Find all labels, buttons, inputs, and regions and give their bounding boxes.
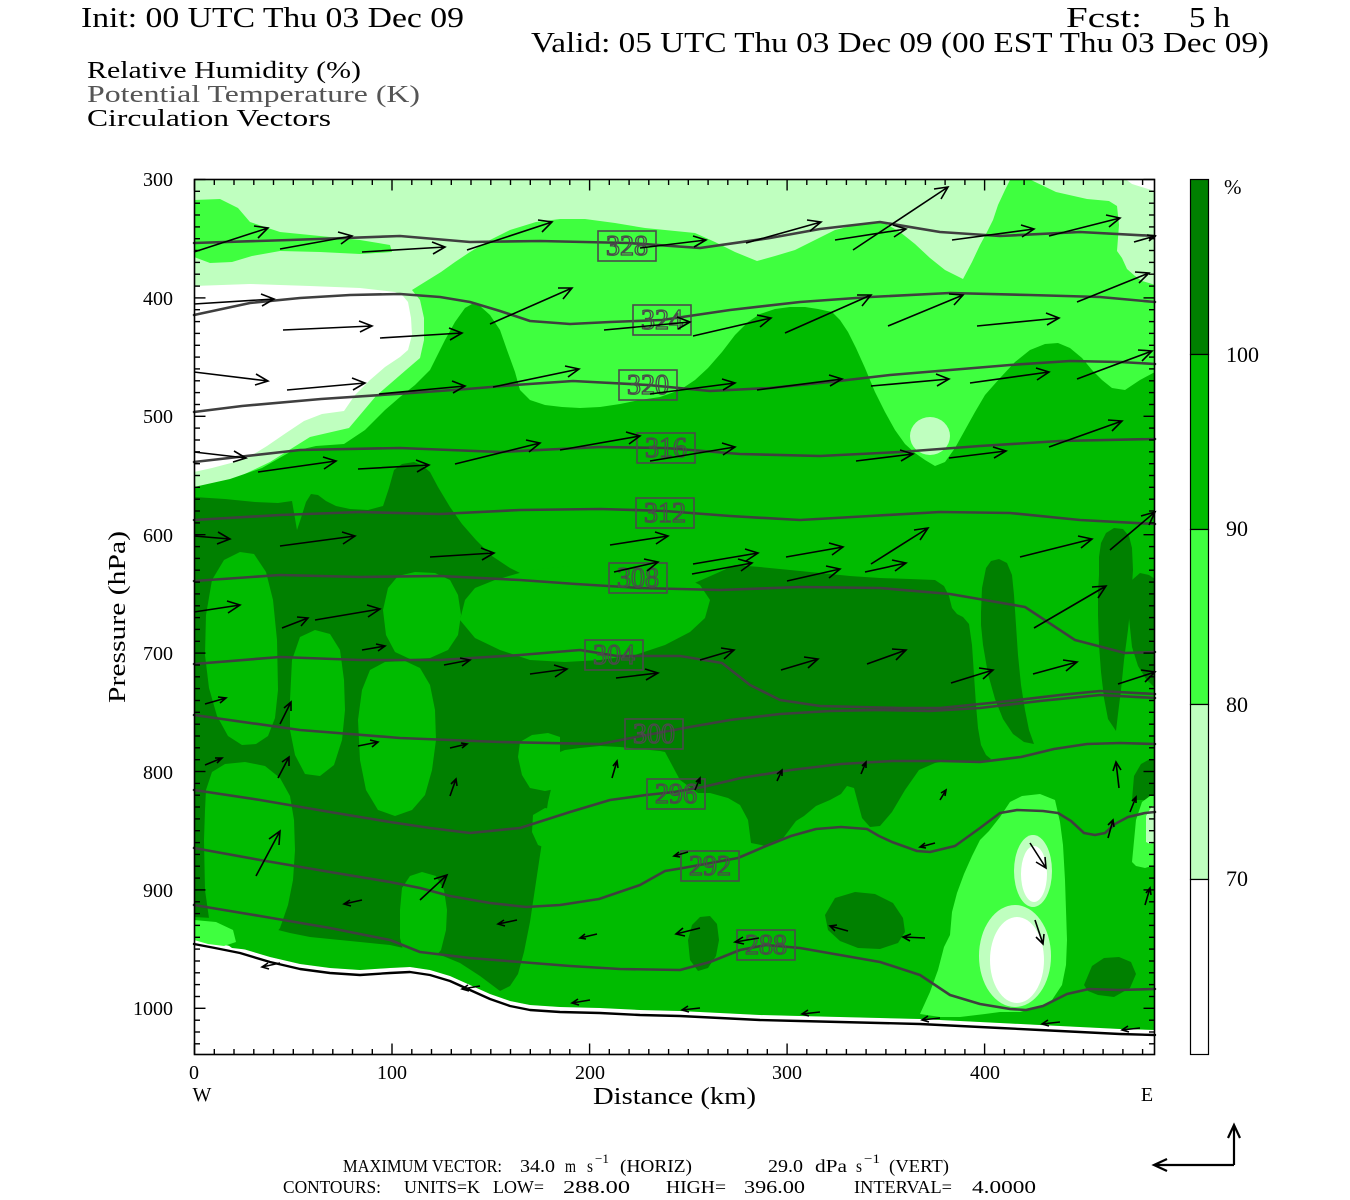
svg-text:288.00: 288.00: [563, 1177, 630, 1197]
svg-text:100: 100: [1226, 342, 1259, 367]
svg-text:E: E: [1141, 1084, 1153, 1106]
svg-text:800: 800: [143, 762, 173, 784]
svg-text:−1: −1: [595, 1151, 609, 1166]
svg-text:400: 400: [970, 1062, 1000, 1084]
svg-text:29.0: 29.0: [768, 1156, 803, 1176]
svg-text:34.0: 34.0: [520, 1156, 555, 1176]
svg-text:HIGH=: HIGH=: [666, 1177, 726, 1197]
svg-text:700: 700: [143, 643, 173, 665]
svg-text:UNITS=K: UNITS=K: [404, 1177, 480, 1197]
svg-text:900: 900: [143, 880, 173, 902]
svg-text:316: 316: [645, 433, 687, 464]
svg-text:328: 328: [606, 231, 648, 262]
svg-text:Potential Temperature (K): Potential Temperature (K): [87, 82, 420, 108]
svg-text:INTERVAL=: INTERVAL=: [854, 1177, 952, 1197]
svg-text:LOW=: LOW=: [493, 1177, 544, 1197]
svg-text:%: %: [1224, 175, 1242, 199]
svg-text:308: 308: [617, 563, 659, 594]
svg-text:W: W: [193, 1084, 212, 1106]
svg-text:312: 312: [644, 498, 686, 529]
svg-text:400: 400: [143, 288, 173, 310]
svg-text:304: 304: [593, 640, 635, 671]
svg-text:Relative Humidity (%): Relative Humidity (%): [87, 58, 361, 84]
svg-text:(VERT): (VERT): [889, 1156, 949, 1177]
svg-text:Valid: 05 UTC Thu 03 Dec 09 (0: Valid: 05 UTC Thu 03 Dec 09 (00 EST Thu …: [531, 28, 1269, 59]
svg-text:1000: 1000: [133, 998, 173, 1020]
svg-text:Distance (km): Distance (km): [593, 1084, 756, 1110]
svg-text:90: 90: [1226, 516, 1248, 541]
svg-text:Circulation Vectors: Circulation Vectors: [87, 106, 331, 132]
svg-text:296: 296: [655, 779, 697, 810]
svg-text:300: 300: [633, 719, 675, 750]
svg-text:200: 200: [575, 1062, 605, 1084]
svg-text:4.0000: 4.0000: [972, 1177, 1036, 1197]
svg-text:s: s: [856, 1156, 862, 1176]
svg-text:300: 300: [772, 1062, 802, 1084]
svg-text:dPa: dPa: [815, 1156, 847, 1176]
svg-text:m: m: [565, 1156, 576, 1176]
svg-text:s: s: [587, 1156, 593, 1176]
svg-text:MAXIMUM VECTOR:: MAXIMUM VECTOR:: [343, 1156, 502, 1176]
svg-text:300: 300: [143, 169, 173, 191]
svg-text:100: 100: [377, 1062, 407, 1084]
svg-text:600: 600: [143, 525, 173, 547]
svg-text:Fcst:: Fcst:: [1066, 3, 1142, 34]
svg-text:500: 500: [143, 406, 173, 428]
svg-text:324: 324: [641, 305, 683, 336]
svg-text:80: 80: [1226, 692, 1248, 717]
svg-text:70: 70: [1226, 866, 1248, 891]
svg-text:(HORIZ): (HORIZ): [620, 1156, 692, 1177]
svg-text:CONTOURS:: CONTOURS:: [283, 1177, 381, 1197]
svg-text:Init: 00 UTC Thu 03 Dec 09: Init: 00 UTC Thu 03 Dec 09: [81, 3, 464, 34]
svg-text:288: 288: [745, 930, 787, 961]
svg-text:−1: −1: [864, 1151, 880, 1166]
svg-text:320: 320: [627, 370, 669, 401]
svg-text:Pressure (hPa): Pressure (hPa): [105, 531, 131, 703]
svg-text:396.00: 396.00: [744, 1177, 805, 1197]
svg-text:292: 292: [689, 851, 731, 882]
svg-text:0: 0: [189, 1062, 199, 1084]
svg-text:5 h: 5 h: [1189, 3, 1230, 34]
